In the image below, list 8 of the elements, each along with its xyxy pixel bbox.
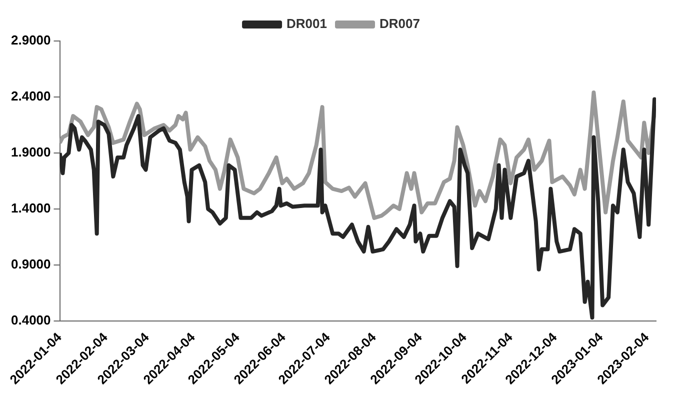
y-tick-label: 2.4000 (10, 88, 51, 104)
y-tick-label: 2.9000 (10, 32, 51, 48)
y-tick-label: 1.9000 (10, 144, 51, 160)
legend-label: DR007 (380, 16, 420, 32)
legend-label: DR001 (286, 16, 327, 32)
y-tick-label: 1.4000 (10, 200, 51, 216)
y-tick-label: 0.9000 (10, 256, 51, 272)
y-tick-label: 0.4000 (10, 312, 51, 328)
